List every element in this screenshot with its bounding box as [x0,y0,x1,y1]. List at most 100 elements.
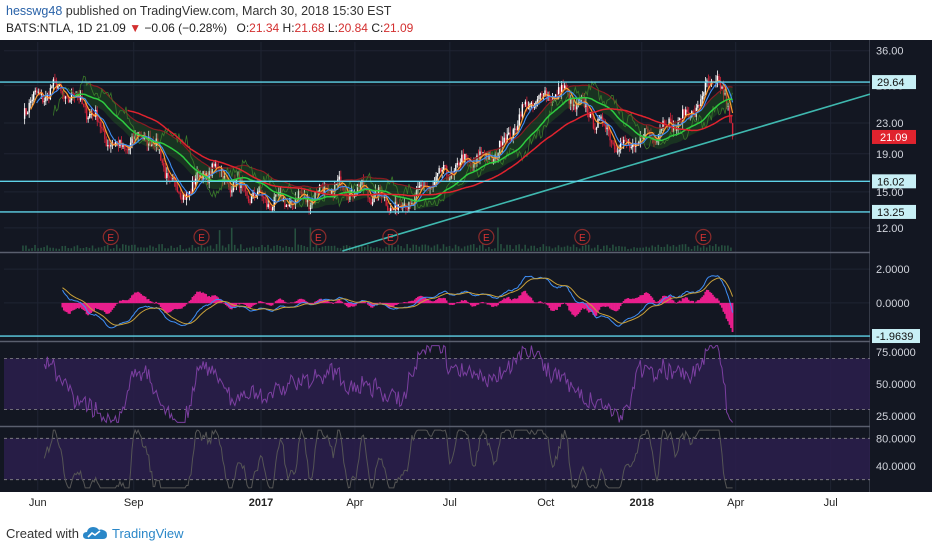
candle-body [46,94,49,97]
candle-body [683,109,685,116]
volume-bar [25,245,27,251]
tradingview-brand-link[interactable]: TradingView [112,526,184,541]
earnings-marker[interactable] [193,228,210,246]
macd-histogram-bar [500,300,502,304]
macd-histogram-bar [413,299,416,304]
volume-bar [303,245,306,251]
candle-body [659,130,661,135]
volume-bar [185,248,188,251]
macd-histogram-bar [338,299,341,304]
volume-bar [590,248,593,251]
macd-histogram-bar [607,302,610,307]
macd-histogram-bar [238,302,241,305]
macd-histogram-bar [344,302,347,305]
candle-body [724,93,726,95]
x-tick-label: 2017 [249,497,273,509]
macd-histogram-bar [190,299,192,304]
volume-bar [406,244,408,251]
candle-body [524,101,527,105]
volume-bar [230,227,233,251]
macd-histogram-bar [451,302,454,306]
macd-histogram-bar [488,302,490,305]
candle-body [418,186,421,188]
volume-bar [439,248,442,251]
earnings-marker[interactable] [382,228,399,246]
macd-histogram-bar [628,298,631,304]
earnings-marker[interactable] [695,228,712,246]
macd-histogram-bar [442,297,445,304]
macd-histogram-bar [158,302,161,305]
candle-body [216,163,218,168]
macd-histogram-bar [645,292,648,304]
candle-body [61,90,64,95]
macd-histogram-bar [501,299,504,304]
candle-body [84,105,86,108]
macd-histogram-bar [242,302,245,305]
volume-bar [300,244,303,251]
volume-bar [270,248,272,251]
macd-histogram-bar [193,295,195,304]
candle-body [411,202,413,204]
candle-body [686,109,688,113]
x-tick-label: 2018 [630,497,654,509]
candle-body [231,190,233,193]
price-axes[interactable]: 36.0029.0023.0019.0015.0012.0029.6416.02… [870,40,932,492]
volume-bar [666,244,669,251]
macd-histogram-bar [584,302,587,309]
macd-histogram-bar [124,300,127,304]
time-axis[interactable]: JunSep2017AprJulOct2018AprJulJunSep2017A… [0,492,932,516]
candle-body [662,120,664,129]
volume-bar [506,244,508,251]
volume-bar [224,247,227,251]
macd-histogram-bar [78,302,80,309]
candle-body [518,114,521,126]
macd-histogram-bar [97,302,100,310]
macd-histogram-bar [503,298,505,304]
candle-body [657,134,660,141]
volume-bar [370,246,372,251]
volume-bar [633,247,635,251]
candle-body [533,106,536,108]
volume-bar [512,248,514,251]
candle-body [721,86,723,89]
ma-green-line [74,93,733,202]
volume-bar [391,244,393,251]
volume-bar [227,244,230,251]
candle-body [530,102,533,105]
author-link[interactable]: hesswg48 [6,4,63,18]
macd-histogram-bar [188,300,191,304]
volume-bar [421,244,424,251]
macd-histogram-bar [615,302,617,312]
candle-body [169,176,171,178]
candle-body [185,194,188,200]
macd-histogram-bar [137,291,139,304]
close-label: C: [371,21,384,35]
candle-body [37,91,39,93]
candle-body [393,209,395,211]
volume-bar [394,247,396,251]
volume-bar [491,248,493,251]
candle-body [126,149,129,151]
candle-body [536,99,539,102]
candle-body [722,86,725,95]
volume-bar [143,247,145,251]
candle-body [78,95,80,100]
macd-histogram-bar [159,302,162,308]
macd-histogram-bar [463,300,466,304]
earnings-marker[interactable] [478,228,495,246]
candle-body [138,132,141,136]
macd-histogram-bar [135,292,138,304]
macd-histogram-bar [566,302,569,306]
earnings-marker[interactable] [102,228,119,246]
macd-histogram-bar [486,302,489,305]
candle-body [146,136,148,146]
macd-histogram-bar [295,300,298,304]
earnings-marker[interactable] [574,228,591,246]
volume-bar [388,244,390,251]
candle-body [594,128,596,130]
macd-tick-label: 2.0000 [876,264,910,276]
volume-bar [351,248,354,251]
earnings-marker[interactable] [310,228,327,246]
macd-histogram-bar [223,302,226,304]
